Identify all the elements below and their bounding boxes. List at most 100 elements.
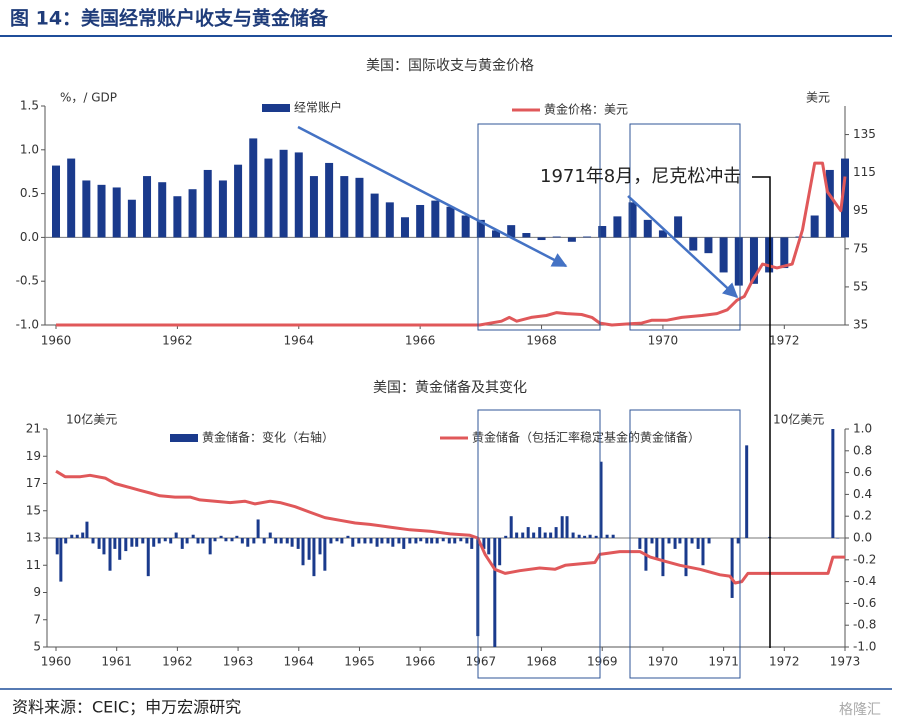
bar [749, 237, 758, 284]
y-tick-label: 11 [26, 558, 41, 572]
bar [380, 538, 384, 544]
bar [208, 538, 212, 555]
y-axis-label: %，/ GDP [60, 91, 117, 105]
bar [118, 538, 122, 560]
bar [256, 519, 260, 538]
bar [369, 538, 373, 544]
bar [370, 193, 379, 238]
bar [780, 237, 789, 269]
bar [264, 158, 273, 238]
y2-tick-label: 1.0 [853, 422, 872, 436]
bar [661, 538, 665, 577]
bar [340, 538, 344, 544]
bar [323, 538, 327, 571]
bar [102, 538, 106, 555]
bar [135, 538, 139, 547]
bar [397, 538, 401, 544]
bar [296, 538, 300, 549]
x-tick-label: 1968 [526, 655, 557, 669]
y2-tick-label: 135 [853, 127, 876, 141]
bar [81, 532, 85, 538]
box [477, 409, 601, 679]
bar [447, 538, 451, 544]
bar [252, 538, 256, 544]
y2-tick-label: -0.8 [853, 618, 876, 632]
bar [831, 429, 835, 538]
bar [279, 538, 283, 544]
bar [185, 538, 189, 544]
y-tick-label: 1.0 [20, 142, 39, 156]
line [55, 469, 845, 585]
bar [560, 516, 564, 538]
bar [318, 538, 322, 555]
legend-label: 黄金价格：美元 [544, 102, 628, 117]
bar [143, 176, 152, 238]
y2-tick-label: 55 [853, 279, 868, 293]
x-tick-label: 1972 [769, 334, 800, 348]
bar [690, 538, 694, 544]
watermark: 格隆汇 [839, 702, 881, 718]
bar [235, 535, 239, 538]
bar [526, 527, 530, 538]
bar [188, 189, 197, 238]
bar [521, 532, 525, 538]
bar [476, 219, 485, 238]
bar [224, 538, 228, 542]
source: 资料来源：CEIC；申万宏源研究 [12, 698, 241, 717]
bar [482, 538, 486, 549]
bar [262, 538, 266, 544]
y2-axis-label: 美元 [806, 91, 830, 105]
annotation: 1971年8月，尼克松冲击 [540, 166, 741, 187]
y-tick-label: 9 [33, 585, 41, 599]
bar [363, 538, 367, 544]
bar [157, 538, 161, 544]
x-tick-label: 1970 [648, 655, 679, 669]
bar [583, 535, 587, 538]
arrow [627, 195, 739, 299]
y-tick-label: 7 [33, 612, 41, 626]
legend-label: 黄金储备：变化（右轴） [202, 430, 334, 445]
bar [419, 538, 423, 542]
bar [85, 521, 89, 538]
bar [836, 538, 840, 539]
bar [655, 538, 659, 560]
bar [704, 237, 713, 254]
y-tick-label: 17 [26, 476, 41, 490]
x-tick-label: 1960 [41, 655, 72, 669]
bar [825, 169, 834, 238]
bar [638, 538, 642, 549]
bar [112, 187, 121, 238]
y2-axis-label: 10亿美元 [773, 412, 824, 427]
bar [402, 538, 406, 549]
bar [240, 538, 244, 544]
bar [70, 534, 74, 538]
x-tick-label: 1970 [648, 334, 679, 348]
bar [203, 169, 212, 238]
bar [174, 532, 178, 538]
bar [730, 538, 734, 598]
x-tick-label: 1961 [101, 655, 132, 669]
bar [268, 532, 272, 538]
y2-tick-label: 35 [853, 318, 868, 332]
bar [218, 180, 227, 238]
bar [97, 184, 106, 238]
bar [678, 538, 682, 544]
bar [459, 538, 463, 542]
arrow [297, 125, 568, 268]
bar [689, 237, 698, 251]
bar [509, 516, 513, 538]
bar [414, 538, 418, 544]
bar [643, 219, 652, 238]
bar [351, 538, 355, 547]
bar [375, 538, 379, 547]
bar [307, 538, 311, 560]
bar [611, 534, 615, 538]
bar [59, 538, 63, 582]
x-tick-label: 1971 [708, 655, 739, 669]
bar [453, 538, 457, 544]
bar [329, 538, 333, 544]
bar [435, 538, 439, 544]
bar [55, 538, 59, 555]
bar [285, 538, 289, 544]
